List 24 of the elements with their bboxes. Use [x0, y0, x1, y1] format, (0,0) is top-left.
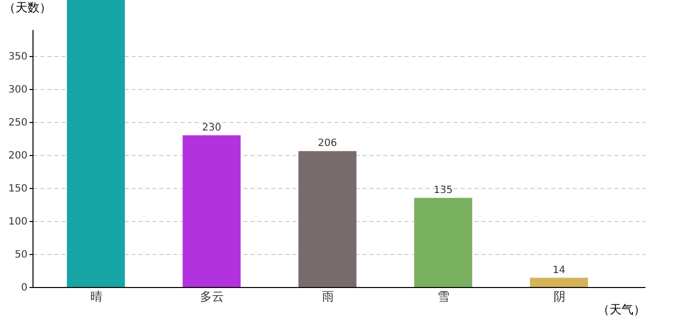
x-tick-label: 阴	[553, 290, 566, 304]
x-tick-label: 晴	[90, 290, 102, 304]
data-label: 230	[202, 122, 222, 134]
x-tick-label: 雨	[322, 290, 334, 304]
y-tick-label: 300	[8, 84, 28, 96]
data-label: 206	[318, 138, 337, 150]
data-label: 14	[552, 264, 566, 276]
y-tick-label: 100	[8, 216, 28, 228]
y-tick-label: 50	[14, 250, 28, 261]
y-tick-label: 250	[8, 118, 28, 129]
y-tick-label: 0	[21, 282, 28, 294]
bar	[530, 278, 588, 287]
bar	[298, 151, 356, 287]
y-tick-label: 200	[8, 150, 28, 162]
bar	[414, 198, 472, 287]
x-tick-label: 雪	[438, 290, 450, 304]
bar	[182, 135, 241, 287]
data-label: 135	[434, 184, 453, 196]
x-axis-title: （天气）	[598, 302, 646, 316]
y-tick-label: 150	[8, 184, 28, 195]
x-tick-label: 多云	[200, 290, 224, 304]
y-tick-label: 350	[8, 52, 28, 63]
bar	[66, 0, 125, 287]
y-axis-title: （天数）	[4, 0, 52, 14]
